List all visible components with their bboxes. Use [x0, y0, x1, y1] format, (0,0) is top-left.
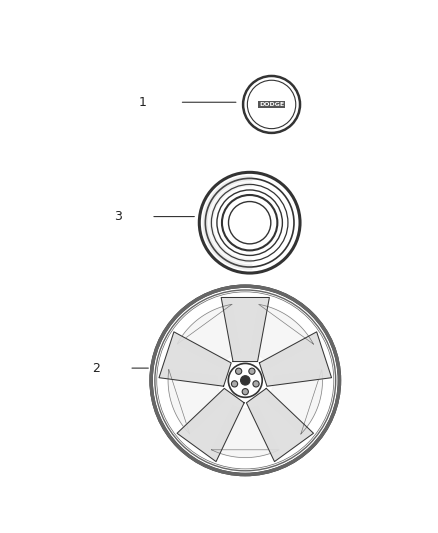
Polygon shape — [221, 297, 269, 361]
Polygon shape — [177, 304, 240, 367]
Circle shape — [240, 376, 250, 385]
Circle shape — [242, 389, 248, 395]
Text: 2: 2 — [92, 361, 100, 375]
Circle shape — [243, 76, 300, 133]
Circle shape — [231, 381, 238, 387]
Polygon shape — [265, 369, 322, 434]
Circle shape — [199, 172, 300, 273]
Text: DODGE: DODGE — [259, 102, 284, 107]
Circle shape — [228, 364, 262, 397]
Text: DODGE: DODGE — [259, 102, 284, 107]
Circle shape — [249, 368, 255, 374]
Polygon shape — [247, 389, 314, 462]
Polygon shape — [259, 332, 332, 386]
Circle shape — [253, 381, 259, 387]
Polygon shape — [168, 369, 225, 434]
Circle shape — [151, 286, 339, 474]
Text: 1: 1 — [138, 96, 146, 109]
Polygon shape — [177, 389, 244, 462]
Text: 3: 3 — [114, 210, 122, 223]
Polygon shape — [212, 406, 279, 458]
Polygon shape — [159, 332, 231, 386]
Circle shape — [236, 368, 242, 374]
Polygon shape — [250, 304, 314, 367]
